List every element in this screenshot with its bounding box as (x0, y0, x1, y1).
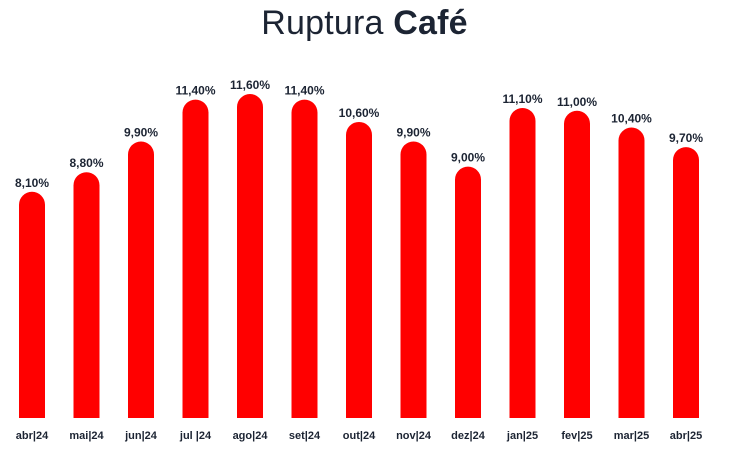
chart-title-light: Ruptura (261, 4, 384, 42)
category-label: mar|25 (614, 430, 650, 442)
category-label: jan|25 (506, 430, 538, 442)
bar-out24 (346, 121, 372, 418)
category-label: abr|24 (16, 430, 49, 442)
bar-jan25 (509, 107, 536, 419)
data-label: 11,60% (230, 78, 270, 92)
chart-title-bold: Café (393, 4, 468, 42)
bar-ago24 (237, 94, 263, 419)
data-label: 11,40% (175, 84, 215, 98)
data-label: 11,10% (502, 92, 542, 106)
bar-fev25 (564, 110, 590, 419)
category-label: abr|25 (670, 430, 702, 442)
data-label: 10,60% (339, 106, 380, 120)
data-label: 11,00% (557, 95, 597, 109)
bar-jul24 (182, 99, 209, 419)
category-label: mai|24 (69, 430, 104, 442)
bar-dez24 (455, 166, 481, 418)
category-label: fev|25 (561, 430, 592, 442)
category-label: jul |24 (179, 430, 212, 442)
chart-title: Ruptura Café (0, 2, 729, 44)
data-label: 9,90% (124, 125, 158, 139)
category-label: ago|24 (233, 430, 269, 442)
category-label: out|24 (343, 430, 376, 442)
data-label: 9,70% (669, 131, 703, 145)
bar-set24 (291, 99, 318, 419)
category-label: nov|24 (396, 430, 432, 442)
data-label: 8,80% (69, 156, 103, 170)
data-label: 11,40% (284, 84, 324, 98)
bar-abr24 (19, 191, 45, 418)
category-label: set|24 (289, 430, 321, 442)
data-label: 9,00% (451, 151, 485, 165)
bar-mar25 (618, 127, 645, 418)
data-label: 9,90% (396, 125, 430, 139)
category-label: jun|24 (124, 430, 158, 442)
bar-jun24 (128, 141, 154, 419)
data-label: 8,10% (15, 176, 49, 190)
bar-nov24 (400, 141, 427, 419)
bar-abr25 (673, 147, 700, 419)
bar-mai24 (73, 172, 100, 418)
category-label: dez|24 (451, 430, 486, 442)
data-label: 10,40% (611, 112, 652, 126)
